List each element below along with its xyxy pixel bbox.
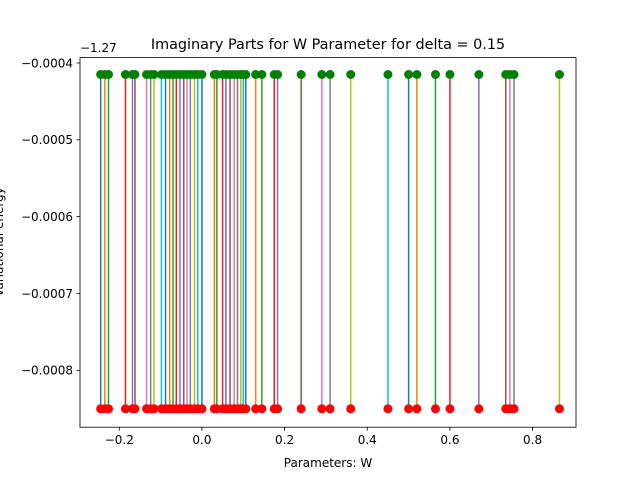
top-marker bbox=[241, 70, 250, 79]
top-marker bbox=[431, 70, 440, 79]
y-tick-label: −0.0008 bbox=[21, 364, 73, 378]
x-tick-label: 0.8 bbox=[523, 433, 542, 447]
top-marker bbox=[404, 70, 413, 79]
x-tick-label: 0.4 bbox=[358, 433, 377, 447]
x-axis-title: Parameters: W bbox=[284, 456, 373, 470]
bottom-marker bbox=[404, 404, 413, 413]
series-38 bbox=[346, 70, 355, 413]
bottom-marker bbox=[326, 404, 335, 413]
x-tick-label: −0.2 bbox=[105, 433, 134, 447]
top-marker bbox=[297, 70, 306, 79]
top-marker bbox=[383, 70, 392, 79]
top-marker bbox=[273, 70, 282, 79]
series-48 bbox=[555, 70, 564, 413]
bottom-marker bbox=[257, 404, 266, 413]
series-46 bbox=[505, 70, 514, 413]
bottom-marker bbox=[555, 404, 564, 413]
bottom-marker bbox=[317, 404, 326, 413]
series-10 bbox=[161, 70, 170, 413]
top-marker bbox=[555, 70, 564, 79]
series-35 bbox=[297, 70, 306, 413]
series-45 bbox=[501, 70, 510, 413]
chart-title: Imaginary Parts for W Parameter for delt… bbox=[151, 37, 505, 53]
series-41 bbox=[412, 70, 421, 413]
bottom-marker bbox=[297, 404, 306, 413]
y-offset-label: −1.27 bbox=[80, 41, 117, 55]
series-3 bbox=[121, 70, 130, 413]
top-marker bbox=[130, 70, 139, 79]
bottom-marker bbox=[273, 404, 282, 413]
top-marker bbox=[346, 70, 355, 79]
series-25 bbox=[226, 70, 235, 413]
bottom-marker bbox=[383, 404, 392, 413]
top-marker bbox=[317, 70, 326, 79]
bottom-marker bbox=[445, 404, 454, 413]
y-tick-label: −0.0007 bbox=[21, 287, 73, 301]
top-marker bbox=[510, 70, 519, 79]
bottom-marker bbox=[474, 404, 483, 413]
bottom-marker bbox=[346, 404, 355, 413]
series-0 bbox=[96, 70, 105, 413]
x-tick-label: 0.2 bbox=[275, 433, 294, 447]
series-32 bbox=[257, 70, 266, 413]
top-marker bbox=[104, 70, 113, 79]
x-axis: −0.2 0.0 0.2 0.4 0.6 0.8 bbox=[105, 427, 542, 447]
series-47 bbox=[510, 70, 519, 413]
series-44 bbox=[474, 70, 483, 413]
top-marker bbox=[326, 70, 335, 79]
series-43 bbox=[445, 70, 454, 413]
y-tick-label: −0.0004 bbox=[21, 56, 73, 70]
series-31 bbox=[251, 70, 260, 413]
series-20 bbox=[197, 70, 206, 413]
series-42 bbox=[431, 70, 440, 413]
y-axis: −0.0004 −0.0005 −0.0006 −0.0007 −0.0008 bbox=[21, 56, 80, 377]
series-39 bbox=[383, 70, 392, 413]
top-marker bbox=[412, 70, 421, 79]
series-36 bbox=[317, 70, 326, 413]
bottom-marker bbox=[431, 404, 440, 413]
bottom-marker bbox=[412, 404, 421, 413]
y-tick-label: −0.0005 bbox=[21, 133, 73, 147]
top-marker bbox=[257, 70, 266, 79]
bottom-marker bbox=[197, 404, 206, 413]
series-layer bbox=[96, 70, 564, 413]
bottom-marker bbox=[510, 404, 519, 413]
x-tick-label: 0.0 bbox=[192, 433, 211, 447]
y-axis-title: Variational energy bbox=[0, 187, 6, 297]
bottom-marker bbox=[130, 404, 139, 413]
series-9 bbox=[157, 70, 166, 413]
series-37 bbox=[326, 70, 335, 413]
x-tick-label: 0.6 bbox=[440, 433, 459, 447]
y-tick-label: −0.0006 bbox=[21, 210, 73, 224]
series-6 bbox=[142, 70, 151, 413]
top-marker bbox=[197, 70, 206, 79]
top-marker bbox=[474, 70, 483, 79]
top-marker bbox=[445, 70, 454, 79]
series-40 bbox=[404, 70, 413, 413]
bottom-marker bbox=[104, 404, 113, 413]
bottom-marker bbox=[241, 404, 250, 413]
